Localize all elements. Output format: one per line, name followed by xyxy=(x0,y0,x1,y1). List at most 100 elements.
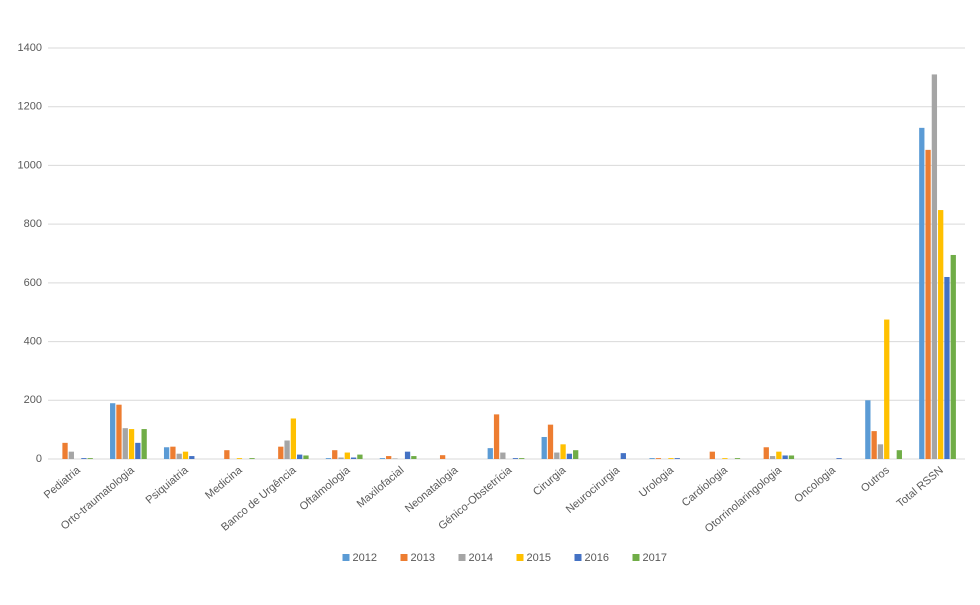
bar xyxy=(919,127,925,459)
bar xyxy=(278,446,284,459)
bar xyxy=(722,458,728,459)
bar xyxy=(128,429,135,459)
bar xyxy=(877,444,884,459)
x-tick-label: Urologia xyxy=(637,464,677,500)
bar xyxy=(249,458,255,459)
y-tick-label: 0 xyxy=(36,453,42,465)
bar xyxy=(386,456,392,459)
x-tick-label: Medicina xyxy=(203,464,245,502)
x-tick-label: Neonatalogia xyxy=(403,464,461,515)
legend-label: 2015 xyxy=(527,552,551,564)
bar xyxy=(709,451,715,459)
y-tick-label: 1400 xyxy=(18,42,42,54)
legend-label: 2013 xyxy=(411,552,435,564)
bar xyxy=(560,444,566,459)
bar xyxy=(224,450,230,459)
bar xyxy=(303,455,309,459)
legend-swatch xyxy=(574,554,582,561)
bar xyxy=(170,446,176,459)
bar xyxy=(487,448,493,459)
bar xyxy=(325,458,332,459)
legend-label: 2014 xyxy=(469,552,493,564)
bar xyxy=(554,452,560,459)
x-tick-label: Total RSSN xyxy=(895,464,946,510)
bar xyxy=(338,457,344,459)
bar xyxy=(871,431,877,459)
legend-label: 2017 xyxy=(643,552,667,564)
y-tick-label: 400 xyxy=(24,335,42,347)
bar xyxy=(512,458,519,459)
bar xyxy=(332,450,338,459)
legend-label: 2016 xyxy=(585,552,609,564)
bar xyxy=(573,450,579,459)
x-tick-label: Maxilofacial xyxy=(355,464,407,510)
legend-swatch xyxy=(516,554,524,561)
y-tick-label: 1200 xyxy=(18,101,42,113)
legend-swatch xyxy=(400,554,408,561)
x-tick-label: Oncologia xyxy=(792,464,838,506)
x-tick-label: Psiquiatria xyxy=(144,464,192,507)
bar xyxy=(925,149,931,459)
bar xyxy=(182,451,189,459)
bar xyxy=(379,458,386,459)
bar xyxy=(116,404,122,459)
bar xyxy=(620,453,626,459)
bar xyxy=(763,447,769,459)
x-tick-label: Cirurgia xyxy=(531,464,569,499)
x-tick-label: Pediatria xyxy=(42,464,84,502)
legend-swatch xyxy=(632,554,640,561)
bar xyxy=(938,210,944,459)
bar xyxy=(290,418,297,459)
bar xyxy=(865,400,871,459)
bar xyxy=(350,457,357,459)
bar xyxy=(87,458,93,459)
bar xyxy=(769,456,776,459)
bar xyxy=(236,458,243,459)
y-tick-label: 600 xyxy=(24,277,42,289)
bar xyxy=(788,455,795,459)
bar xyxy=(122,428,128,459)
bar xyxy=(411,456,417,459)
bar xyxy=(81,458,87,459)
bar xyxy=(176,453,182,459)
bar xyxy=(297,454,303,459)
bar xyxy=(541,436,547,459)
bar xyxy=(566,453,573,459)
bar xyxy=(931,74,938,460)
bar xyxy=(776,451,782,459)
bar xyxy=(493,414,500,459)
x-tick-label: Outros xyxy=(859,464,892,495)
bar xyxy=(836,458,842,459)
bar xyxy=(284,440,290,459)
bar xyxy=(135,442,141,459)
x-tick-label: Neurocirurgia xyxy=(564,464,623,516)
bar xyxy=(655,458,662,459)
bar xyxy=(344,452,350,459)
bar xyxy=(734,458,741,459)
y-tick-label: 200 xyxy=(24,394,42,406)
bar xyxy=(62,442,68,459)
legend-swatch xyxy=(458,554,466,561)
bar xyxy=(519,458,525,459)
bar xyxy=(163,447,170,459)
bar xyxy=(439,455,446,459)
bar xyxy=(404,451,411,459)
bar xyxy=(668,458,674,459)
bar xyxy=(141,429,147,459)
bar xyxy=(357,454,363,459)
bar xyxy=(944,276,950,459)
bar xyxy=(649,458,655,459)
bar xyxy=(68,451,74,459)
bar xyxy=(782,455,788,459)
x-tick-label: Cardiologia xyxy=(680,464,731,510)
bar xyxy=(674,458,680,459)
bar xyxy=(392,458,398,459)
legend-swatch xyxy=(342,554,350,561)
legend-label: 2012 xyxy=(353,552,377,564)
y-tick-label: 1000 xyxy=(18,159,42,171)
bar xyxy=(884,319,890,459)
bar xyxy=(896,450,902,459)
bar xyxy=(547,424,554,459)
bar xyxy=(110,403,116,459)
